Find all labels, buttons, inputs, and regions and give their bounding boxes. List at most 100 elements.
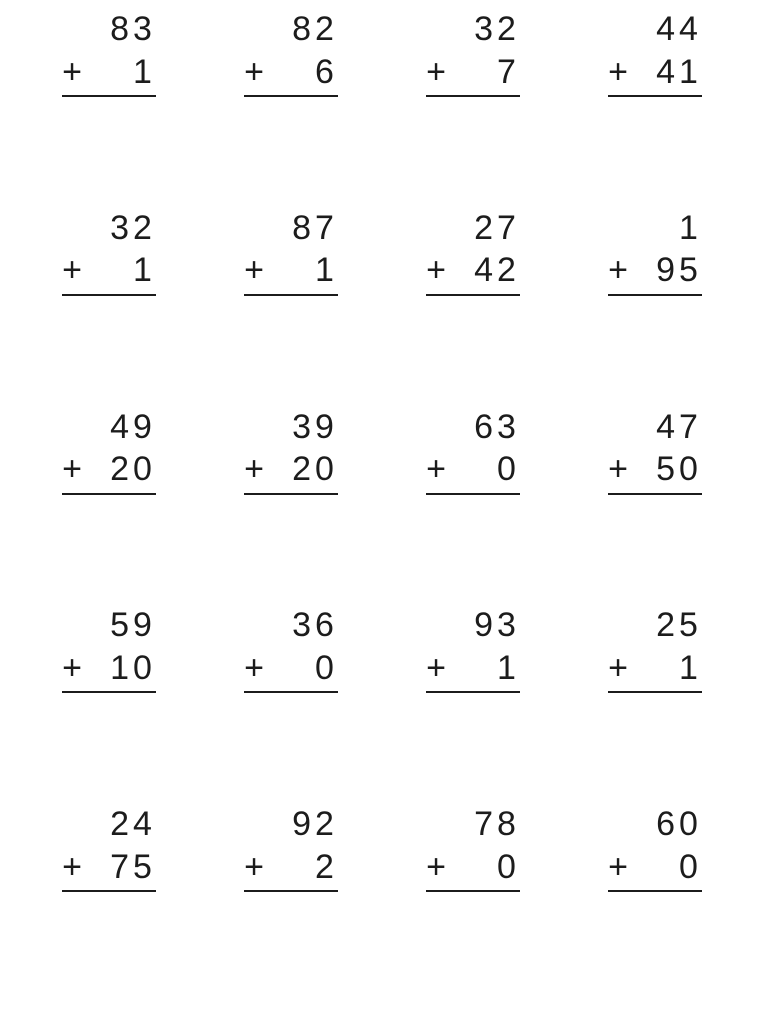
worksheet-grid: 83 +1 82 +6 32 +7 44 +41 32 +1 87 +1 xyxy=(0,0,764,1024)
plus-sign: + xyxy=(608,647,632,690)
problem-cell: 32 +7 xyxy=(382,0,564,199)
problem-cell: 25 +1 xyxy=(564,596,746,795)
addend-top: 60 xyxy=(608,803,702,846)
plus-sign: + xyxy=(608,448,632,491)
addend-top: 59 xyxy=(62,604,156,647)
addend-top: 25 xyxy=(608,604,702,647)
addend-bottom-row: +0 xyxy=(244,647,338,694)
addend-bottom-row: +20 xyxy=(62,448,156,495)
addend-bottom-row: +1 xyxy=(244,249,338,296)
addend-top: 82 xyxy=(244,8,338,51)
plus-sign: + xyxy=(608,846,632,889)
addition-problem: 32 +1 xyxy=(62,207,156,296)
addition-problem: 25 +1 xyxy=(608,604,702,693)
addend-top: 83 xyxy=(62,8,156,51)
problem-cell: 24 +75 xyxy=(18,795,200,994)
problem-cell: 87 +1 xyxy=(200,199,382,398)
addend-bottom: 95 xyxy=(638,249,702,292)
plus-sign: + xyxy=(244,51,268,94)
addend-bottom: 50 xyxy=(638,448,702,491)
addend-bottom: 6 xyxy=(274,51,338,94)
addition-problem: 78 +0 xyxy=(426,803,520,892)
addend-bottom: 7 xyxy=(456,51,520,94)
addend-top: 36 xyxy=(244,604,338,647)
addend-top: 78 xyxy=(426,803,520,846)
addend-bottom-row: +20 xyxy=(244,448,338,495)
plus-sign: + xyxy=(62,249,86,292)
addend-bottom: 42 xyxy=(456,249,520,292)
plus-sign: + xyxy=(426,51,450,94)
plus-sign: + xyxy=(244,647,268,690)
addition-problem: 87 +1 xyxy=(244,207,338,296)
addend-top: 87 xyxy=(244,207,338,250)
addend-bottom: 75 xyxy=(92,846,156,889)
addition-problem: 83 +1 xyxy=(62,8,156,97)
addition-problem: 36 +0 xyxy=(244,604,338,693)
addend-bottom: 20 xyxy=(274,448,338,491)
problem-cell: 92 +2 xyxy=(200,795,382,994)
addend-bottom-row: +0 xyxy=(608,846,702,893)
problem-cell: 47 +50 xyxy=(564,398,746,597)
addend-bottom: 0 xyxy=(638,846,702,889)
addend-top: 63 xyxy=(426,406,520,449)
addition-problem: 24 +75 xyxy=(62,803,156,892)
addend-bottom: 1 xyxy=(456,647,520,690)
problem-cell: 44 +41 xyxy=(564,0,746,199)
addend-bottom-row: +0 xyxy=(426,448,520,495)
problem-cell: 1 +95 xyxy=(564,199,746,398)
plus-sign: + xyxy=(244,249,268,292)
problem-cell: 49 +20 xyxy=(18,398,200,597)
problem-cell: 83 +1 xyxy=(18,0,200,199)
problem-cell: 93 +1 xyxy=(382,596,564,795)
addend-bottom: 10 xyxy=(92,647,156,690)
plus-sign: + xyxy=(62,448,86,491)
addend-bottom: 0 xyxy=(456,448,520,491)
addend-bottom: 0 xyxy=(274,647,338,690)
plus-sign: + xyxy=(426,647,450,690)
plus-sign: + xyxy=(62,846,86,889)
addend-bottom-row: +42 xyxy=(426,249,520,296)
plus-sign: + xyxy=(62,647,86,690)
addend-bottom-row: +2 xyxy=(244,846,338,893)
problem-cell: 78 +0 xyxy=(382,795,564,994)
addend-bottom: 1 xyxy=(92,249,156,292)
addend-top: 44 xyxy=(608,8,702,51)
plus-sign: + xyxy=(244,448,268,491)
problem-cell: 27 +42 xyxy=(382,199,564,398)
addend-bottom: 20 xyxy=(92,448,156,491)
addition-problem: 27 +42 xyxy=(426,207,520,296)
addition-problem: 1 +95 xyxy=(608,207,702,296)
addend-bottom: 1 xyxy=(92,51,156,94)
addition-problem: 47 +50 xyxy=(608,406,702,495)
addend-bottom: 1 xyxy=(638,647,702,690)
addend-top: 27 xyxy=(426,207,520,250)
problem-cell: 32 +1 xyxy=(18,199,200,398)
addition-problem: 92 +2 xyxy=(244,803,338,892)
addend-bottom: 1 xyxy=(274,249,338,292)
addend-top: 39 xyxy=(244,406,338,449)
plus-sign: + xyxy=(608,51,632,94)
addition-problem: 93 +1 xyxy=(426,604,520,693)
addition-problem: 39 +20 xyxy=(244,406,338,495)
problem-cell: 59 +10 xyxy=(18,596,200,795)
addend-bottom-row: +1 xyxy=(62,51,156,98)
addition-problem: 59 +10 xyxy=(62,604,156,693)
addend-bottom-row: +7 xyxy=(426,51,520,98)
addition-problem: 82 +6 xyxy=(244,8,338,97)
addend-bottom-row: +1 xyxy=(62,249,156,296)
plus-sign: + xyxy=(426,448,450,491)
addend-bottom-row: +6 xyxy=(244,51,338,98)
addend-bottom-row: +10 xyxy=(62,647,156,694)
addend-top: 32 xyxy=(62,207,156,250)
addend-bottom-row: +41 xyxy=(608,51,702,98)
addend-bottom: 0 xyxy=(456,846,520,889)
addend-top: 92 xyxy=(244,803,338,846)
addend-bottom-row: +0 xyxy=(426,846,520,893)
addend-top: 24 xyxy=(62,803,156,846)
addend-top: 49 xyxy=(62,406,156,449)
addition-problem: 60 +0 xyxy=(608,803,702,892)
addend-top: 1 xyxy=(608,207,702,250)
addend-bottom-row: +1 xyxy=(608,647,702,694)
plus-sign: + xyxy=(426,249,450,292)
plus-sign: + xyxy=(244,846,268,889)
